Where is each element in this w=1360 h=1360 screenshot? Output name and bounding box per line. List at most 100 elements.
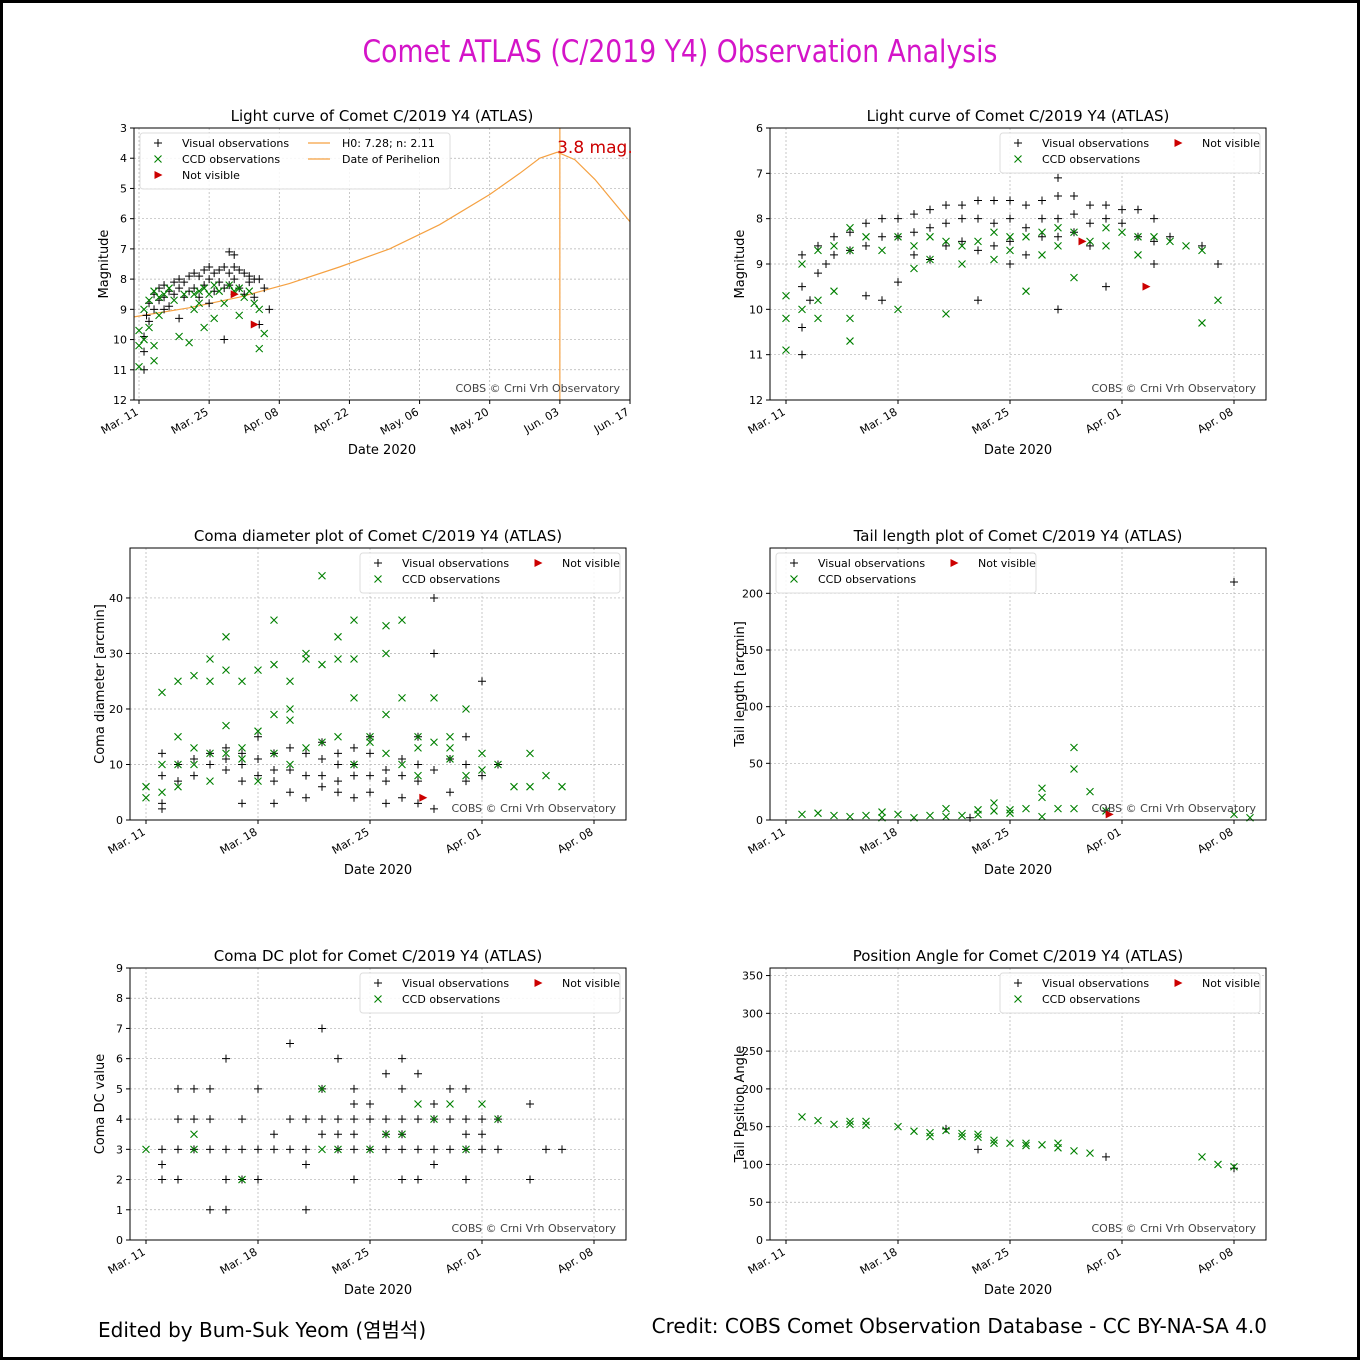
visual-point [254, 771, 262, 780]
ccd-point [140, 305, 148, 314]
ccd-point [200, 323, 209, 332]
ccd-point [494, 760, 502, 769]
watermark: COBS © Crni Vrh Observatory [1091, 382, 1256, 395]
ccd-point [1006, 246, 1014, 255]
visual-point [302, 1160, 310, 1169]
visual-point [878, 296, 886, 305]
ccd-point [990, 807, 998, 815]
ccd-point [220, 299, 229, 308]
ccd-point [235, 284, 244, 293]
visual-point [350, 1084, 358, 1093]
visual-point [382, 766, 390, 775]
visual-point [806, 296, 814, 305]
ccd-point [1038, 812, 1046, 821]
visual-point [366, 771, 374, 780]
ccd-point [160, 290, 168, 299]
ccd-point [190, 1145, 198, 1154]
y-tick-label: 12 [113, 394, 127, 407]
visual-point [230, 250, 239, 259]
ccd-point [222, 632, 230, 641]
ccd-point [814, 314, 822, 323]
ccd-point [150, 287, 158, 296]
visual-point [195, 272, 204, 281]
visual-point [446, 788, 454, 797]
visual-point [382, 1115, 390, 1124]
ccd-point [558, 782, 566, 791]
ccd-point [846, 223, 854, 232]
visual-point [398, 754, 406, 763]
ccd-point [1070, 804, 1078, 813]
legend-visual-marker [374, 559, 382, 567]
visual-point [1118, 205, 1126, 214]
visual-point [205, 275, 214, 284]
visual-point [822, 260, 830, 268]
visual-point [990, 241, 998, 250]
ccd-point [165, 284, 173, 293]
visual-point [286, 1115, 294, 1124]
visual-point [830, 250, 838, 259]
visual-point [1150, 237, 1158, 246]
ccd-point [158, 760, 166, 769]
data-points [135, 247, 274, 374]
visual-point [942, 241, 950, 250]
visual-point [238, 1115, 246, 1124]
not-visible-point [1078, 237, 1087, 246]
y-tick-label: 350 [742, 970, 763, 983]
visual-point [1086, 219, 1094, 228]
visual-point [398, 1175, 406, 1184]
visual-point [230, 275, 239, 284]
y-tick-label: 7 [756, 167, 763, 180]
visual-point [398, 771, 406, 780]
visual-point [170, 290, 179, 299]
ccd-point [430, 1115, 438, 1123]
visual-point [798, 250, 806, 259]
visual-point [430, 804, 438, 813]
watermark: COBS © Crni Vrh Observatory [1091, 802, 1256, 815]
visual-point [1070, 192, 1078, 200]
visual-point [462, 760, 470, 769]
visual-point [462, 1115, 470, 1124]
visual-point [462, 1130, 470, 1139]
visual-point [302, 793, 310, 802]
visual-point [222, 1205, 230, 1214]
y-tick-label: 0 [116, 1234, 123, 1247]
visual-point [158, 799, 166, 808]
y-tick-label: 4 [120, 152, 127, 165]
ccd-point [238, 677, 246, 686]
ccd-point [255, 305, 264, 314]
visual-point [958, 237, 966, 246]
visual-point [382, 799, 390, 808]
ccd-point [1198, 246, 1206, 255]
ccd-point [878, 808, 886, 816]
visual-point [180, 278, 189, 287]
visual-point [446, 1084, 454, 1093]
plot-frame [769, 967, 1267, 1241]
legend-visual-marker [154, 139, 162, 147]
visual-point [1150, 214, 1158, 223]
visual-point [174, 1175, 182, 1184]
visual-point [958, 201, 966, 210]
ccd-point [1006, 809, 1014, 818]
ccd-point [235, 311, 244, 320]
y-tick-label: 1 [116, 1204, 123, 1217]
visual-point [265, 305, 274, 314]
ccd-point [254, 727, 262, 736]
visual-point [222, 743, 230, 752]
ccd-point [140, 335, 148, 344]
ccd-point [190, 290, 199, 299]
ccd-point [222, 666, 230, 675]
ccd-point [1070, 1146, 1078, 1155]
data-credit: Credit: COBS Comet Observation Database … [651, 1314, 1267, 1338]
legend: Visual observations CCD observations Not v… [999, 972, 1261, 1014]
legend-label: CCD observations [182, 153, 280, 166]
ccd-point [510, 782, 518, 791]
ccd-point [990, 799, 998, 807]
fit-curve-line [133, 151, 631, 318]
visual-point [430, 1145, 438, 1154]
ccd-point [1070, 765, 1078, 773]
y-axis-label: Magnitude [733, 230, 748, 299]
legend-box [999, 132, 1261, 174]
y-tick-label: 8 [756, 213, 763, 226]
